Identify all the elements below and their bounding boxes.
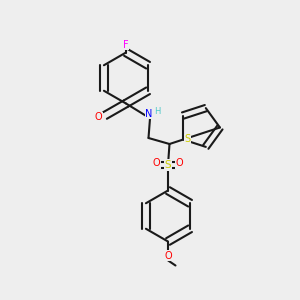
Text: S: S [165, 160, 171, 170]
Text: H: H [154, 106, 160, 116]
Text: O: O [153, 158, 160, 169]
Text: S: S [184, 134, 190, 145]
Text: O: O [164, 250, 172, 261]
Text: N: N [146, 109, 153, 119]
Text: O: O [176, 158, 183, 169]
Text: F: F [123, 40, 129, 50]
Text: O: O [94, 112, 102, 122]
